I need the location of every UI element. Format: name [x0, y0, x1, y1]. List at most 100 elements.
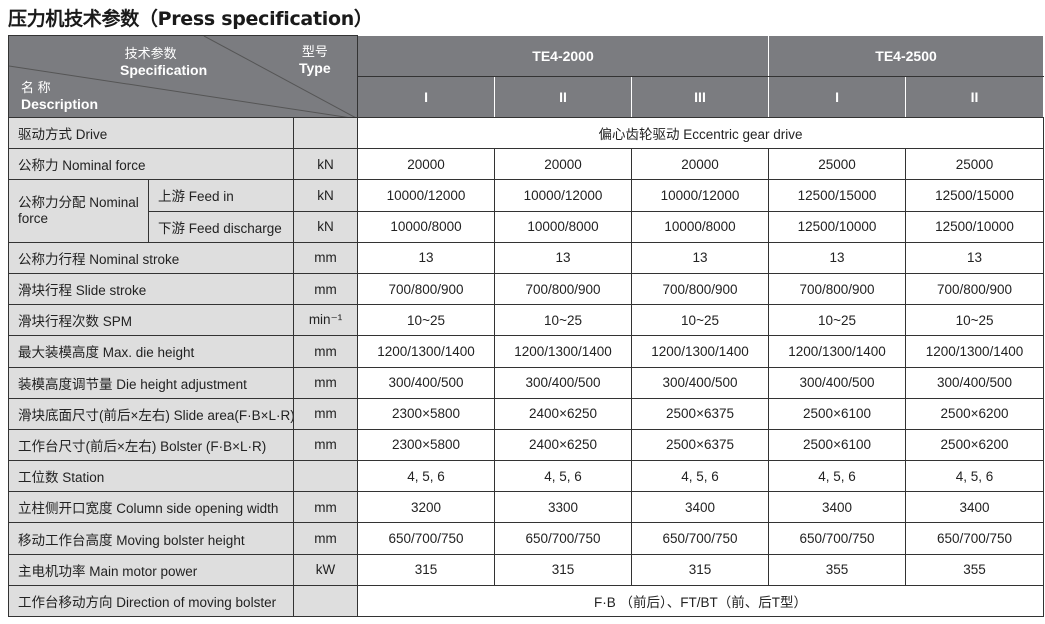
table-row: 立柱侧开口宽度 Column side opening width mm 3200 3… [8, 491, 1045, 524]
row-label: 立柱侧开口宽度 Column side opening width [8, 491, 294, 524]
unit-cell: mm [292, 241, 359, 274]
value-cell: 1200/1300/1400 [494, 335, 633, 368]
value-cell: 2300×5800 [357, 428, 496, 462]
value-cell: 1200/1300/1400 [905, 335, 1045, 368]
unit-cell: kN [292, 179, 359, 212]
table-row: 滑块行程次数 SPM min⁻¹ 10~25 10~25 10~25 10~25 10~25 [8, 304, 1045, 337]
value-cell: 20000 [494, 148, 633, 181]
spec-en: Specification [120, 62, 208, 78]
value-cell: 12500/15000 [768, 179, 907, 212]
value-cell: 1200/1300/1400 [357, 335, 496, 368]
value-cell: 650/700/750 [357, 522, 496, 555]
table-row: 公称力 Nominal force kN 20000 20000 20000 25000 2… [8, 148, 1045, 181]
value-cell: 355 [768, 553, 907, 586]
row-label: 工位数 Station [8, 460, 294, 493]
table-row: 滑块底面尺寸(前后×左右) Slide area(F·B×L·R) mm 2300×… [8, 397, 1045, 430]
unit-cell [292, 116, 359, 150]
unit-cell: mm [292, 428, 359, 462]
value-cell: 315 [357, 553, 496, 586]
row-label: 主电机功率 Main motor power [8, 553, 294, 586]
value-cell: 10~25 [905, 304, 1045, 337]
desc-en: Description [21, 96, 99, 112]
row-label: 工作台尺寸(前后×左右) Bolster (F·B×L·R) [8, 428, 294, 462]
value-cell: 10~25 [631, 304, 770, 337]
value-cell: 315 [494, 553, 633, 586]
table-row: 工作台尺寸(前后×左右) Bolster (F·B×L·R) mm 2300×580… [8, 428, 1045, 462]
row-label: 驱动方式 Drive [8, 116, 294, 150]
group-label: 公称力分配 Nominal force [8, 179, 149, 243]
value-cell: 700/800/900 [768, 272, 907, 306]
value-cell: 2400×6250 [494, 428, 633, 462]
value-cell: 2500×6100 [768, 397, 907, 430]
value-cell: 10000/8000 [494, 210, 633, 243]
header-corner: 技术参数 Specification 型号 Type 名 称 Description [7, 35, 359, 118]
value-cell: 10~25 [357, 304, 496, 337]
value-cell: 300/400/500 [494, 366, 633, 399]
table-row: 下游 Feed discharge kN 10000/8000 10000/8000 1… [9, 210, 1045, 243]
row-label: 移动工作台高度 Moving bolster height [8, 522, 294, 555]
value-cell: 2400×6250 [494, 397, 633, 430]
value-cell: 650/700/750 [905, 522, 1045, 555]
table-row: 驱动方式 Drive 偏心齿轮驱动 Eccentric gear drive [8, 116, 1045, 150]
unit-cell: mm [292, 491, 359, 524]
row-label: 公称力 Nominal force [8, 148, 294, 181]
value-cell: 3400 [631, 491, 770, 524]
variant-header: I [357, 76, 496, 118]
value-cell: 2500×6100 [768, 428, 907, 462]
unit-cell: mm [292, 366, 359, 399]
model-header: TE4-2000 [357, 35, 770, 77]
row-label: 滑块行程次数 SPM [8, 304, 294, 337]
value-cell: 10000/8000 [631, 210, 770, 243]
unit-cell [292, 460, 359, 493]
table-row: 主电机功率 Main motor power kW 315 315 315 355 355 [8, 553, 1045, 586]
row-label: 滑块行程 Slide stroke [8, 272, 294, 306]
value-cell: 700/800/900 [357, 272, 496, 306]
page-title: 压力机技术参数（Press specification） [8, 8, 373, 30]
row-label: 下游 Feed discharge [148, 210, 294, 243]
value-cell: 12500/15000 [905, 179, 1045, 212]
value-cell: 3400 [768, 491, 907, 524]
value-cell: 2500×6375 [631, 397, 770, 430]
value-cell: 12500/10000 [768, 210, 907, 243]
value-cell: 1200/1300/1400 [631, 335, 770, 368]
value-cell: 2500×6200 [905, 397, 1045, 430]
type-cn: 型号 [301, 44, 328, 59]
value-cell: 10000/12000 [494, 179, 633, 212]
value-cell: 3400 [905, 491, 1045, 524]
row-label: 滑块底面尺寸(前后×左右) Slide area(F·B×L·R) [8, 397, 294, 430]
unit-cell: mm [292, 335, 359, 368]
table-row: 公称力分配 Nominal force 上游 Feed in kN 10000/120… [8, 179, 1045, 243]
unit-cell: mm [292, 272, 359, 306]
row-label: 公称力行程 Nominal stroke [8, 241, 294, 274]
value-cell: 4, 5, 6 [494, 460, 633, 493]
value-cell: 3200 [357, 491, 496, 524]
value-cell: 300/400/500 [357, 366, 496, 399]
type-en: Type [299, 60, 331, 76]
value-cell: 4, 5, 6 [357, 460, 496, 493]
variant-header: II [494, 76, 633, 118]
diagonal-lines [9, 36, 355, 117]
value-cell: 355 [905, 553, 1045, 586]
value-cell: 20000 [357, 148, 496, 181]
spec-cn: 技术参数 [124, 46, 177, 61]
variant-header: I [768, 76, 907, 118]
unit-cell: kW [292, 553, 359, 586]
merged-value: F·B （前后）、FT/BT（前、后T型） [357, 584, 1045, 618]
value-cell: 300/400/500 [768, 366, 907, 399]
value-cell: 20000 [631, 148, 770, 181]
table-row: 工作台移动方向 Direction of moving bolster F·B （… [8, 584, 1045, 618]
value-cell: 700/800/900 [905, 272, 1045, 306]
value-cell: 10000/12000 [357, 179, 496, 212]
value-cell: 650/700/750 [768, 522, 907, 555]
spec-table: 技术参数 Specification 型号 Type 名 称 Description … [7, 35, 1045, 618]
value-cell: 10~25 [494, 304, 633, 337]
value-cell: 650/700/750 [494, 522, 633, 555]
value-cell: 4, 5, 6 [905, 460, 1045, 493]
value-cell: 650/700/750 [631, 522, 770, 555]
value-cell: 700/800/900 [631, 272, 770, 306]
table-row: 装模高度调节量 Die height adjustment mm 300/400/5… [8, 366, 1045, 399]
value-cell: 4, 5, 6 [768, 460, 907, 493]
value-cell: 10000/8000 [357, 210, 496, 243]
value-cell: 10000/12000 [631, 179, 770, 212]
unit-cell: kN [292, 210, 359, 243]
